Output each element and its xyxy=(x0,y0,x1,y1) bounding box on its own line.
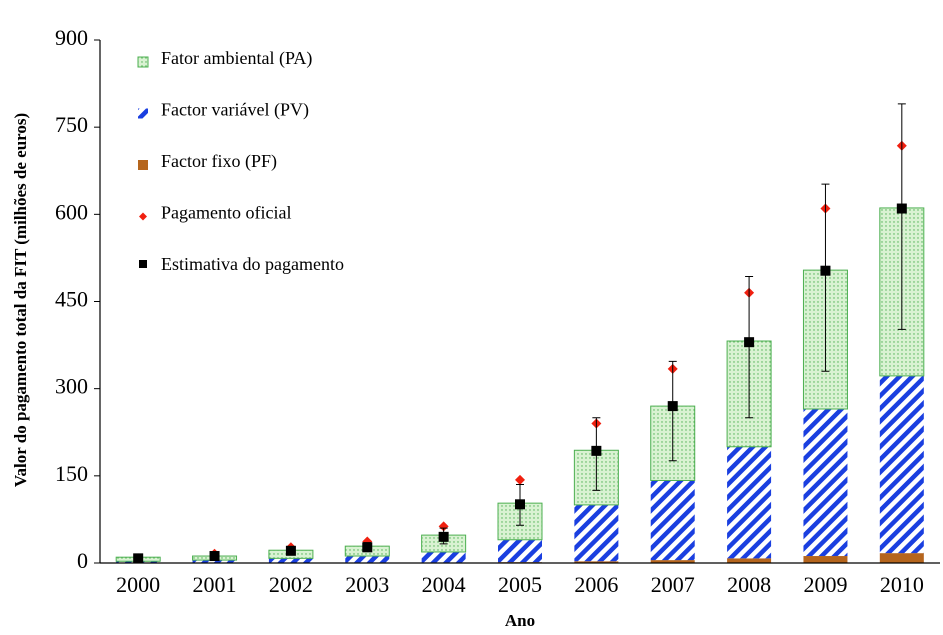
x-tick-label: 2002 xyxy=(269,572,313,597)
estimate-point xyxy=(285,545,296,556)
legend-label: Estimativa do pagamento xyxy=(161,254,344,274)
estimate-point xyxy=(667,401,678,412)
bar-segment xyxy=(879,553,924,563)
y-tick-label: 450 xyxy=(55,287,88,312)
estimate-point xyxy=(515,499,525,510)
x-tick-label: 2009 xyxy=(803,572,847,597)
estimate-point xyxy=(896,203,907,214)
bar-segment xyxy=(879,375,924,554)
x-tick-label: 2003 xyxy=(345,572,389,597)
y-tick-label: 900 xyxy=(55,25,88,50)
bar-segment xyxy=(498,539,542,563)
bar-segment xyxy=(345,556,390,563)
bar-segment xyxy=(574,504,619,562)
legend-swatch xyxy=(139,212,147,221)
x-tick-label: 2000 xyxy=(116,572,160,597)
bar-segment xyxy=(803,556,848,563)
estimate-point xyxy=(820,265,831,276)
legend-label: Factor fixo (PF) xyxy=(161,151,277,172)
bar-segment xyxy=(192,560,237,563)
legend-label: Pagamento oficial xyxy=(161,203,291,223)
estimate-point xyxy=(591,445,602,456)
x-tick-label: 2008 xyxy=(727,572,771,597)
error-bar xyxy=(821,183,830,372)
x-tick-label: 2006 xyxy=(574,572,618,597)
x-tick-label: 2005 xyxy=(498,572,542,597)
legend-swatch xyxy=(139,260,147,268)
bar-segment xyxy=(727,558,772,563)
bar-segment xyxy=(574,561,619,563)
y-axis-label: Valor do pagamento total da FIT (milhões… xyxy=(11,113,30,487)
legend-swatch xyxy=(138,108,148,119)
official-point xyxy=(515,474,525,485)
legend-label: Fator ambiental (PA) xyxy=(161,48,312,69)
y-tick-label: 150 xyxy=(55,461,88,486)
bar-segment xyxy=(650,560,695,563)
error-bar xyxy=(897,103,906,330)
x-axis-label: Ano xyxy=(505,611,535,630)
official-point xyxy=(438,521,449,532)
x-tick-label: 2001 xyxy=(193,572,237,597)
legend-swatch xyxy=(138,160,148,170)
x-tick-label: 2004 xyxy=(422,572,466,597)
x-tick-label: 2010 xyxy=(880,572,924,597)
estimate-point xyxy=(209,551,220,562)
y-tick-label: 300 xyxy=(55,374,88,399)
legend-label: Factor variável (PV) xyxy=(161,100,309,121)
legend-swatch xyxy=(137,56,149,68)
y-tick-label: 0 xyxy=(77,548,88,573)
bar-segment xyxy=(727,446,772,559)
bar-segment xyxy=(803,409,848,557)
bar-segment xyxy=(650,480,695,561)
estimate-point xyxy=(744,337,755,348)
y-tick-label: 750 xyxy=(55,112,88,137)
bar-segment xyxy=(268,558,313,563)
y-tick-label: 600 xyxy=(55,199,88,224)
estimate-point xyxy=(362,542,373,553)
bar-segment xyxy=(421,551,466,563)
x-tick-label: 2007 xyxy=(651,572,695,597)
estimate-point xyxy=(133,553,144,564)
estimate-point xyxy=(438,531,449,542)
